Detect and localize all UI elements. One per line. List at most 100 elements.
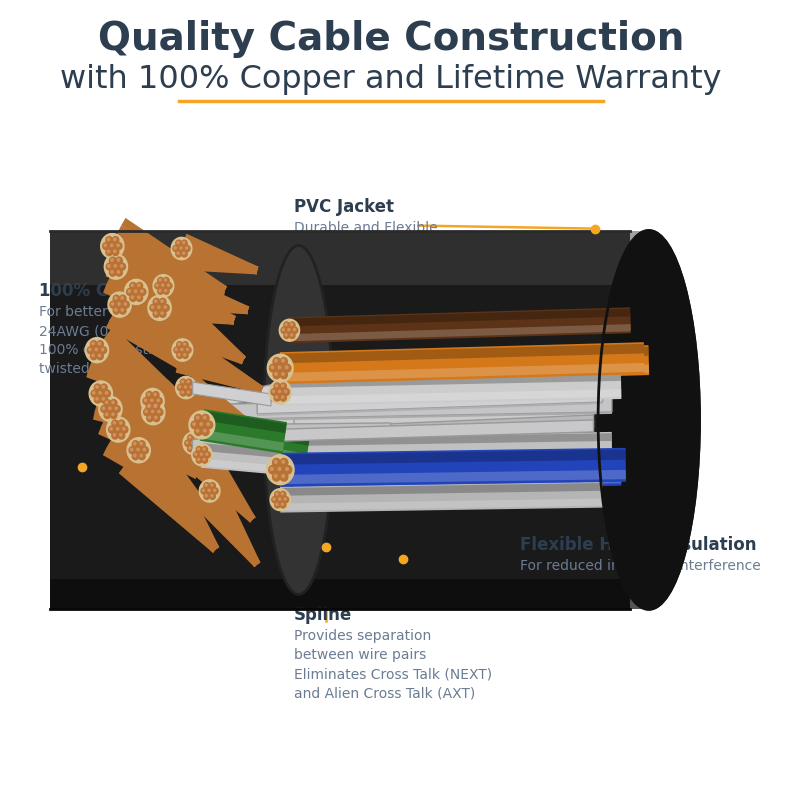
Circle shape (102, 348, 104, 350)
Polygon shape (126, 414, 210, 513)
Circle shape (271, 366, 274, 369)
Circle shape (109, 242, 116, 250)
Polygon shape (294, 449, 612, 461)
Polygon shape (294, 365, 649, 383)
Circle shape (145, 410, 147, 413)
Circle shape (280, 473, 288, 481)
Circle shape (288, 329, 290, 330)
Circle shape (273, 498, 275, 500)
Polygon shape (161, 298, 246, 364)
Circle shape (183, 432, 204, 454)
Circle shape (118, 258, 119, 261)
Circle shape (184, 343, 186, 345)
Polygon shape (146, 414, 228, 493)
Text: Provides separation
between wire pairs
Eliminates Cross Talk (NEXT)
and Alien Cr: Provides separation between wire pairs E… (294, 630, 492, 700)
Polygon shape (114, 234, 226, 294)
Polygon shape (202, 443, 281, 458)
Circle shape (110, 428, 112, 430)
Polygon shape (154, 310, 245, 364)
Circle shape (270, 467, 273, 470)
Circle shape (183, 385, 189, 390)
Circle shape (102, 407, 105, 410)
Circle shape (182, 252, 185, 254)
Polygon shape (135, 287, 235, 325)
Polygon shape (162, 288, 249, 314)
Circle shape (203, 430, 206, 432)
Circle shape (112, 249, 118, 255)
Circle shape (120, 422, 122, 424)
Circle shape (98, 390, 104, 397)
Circle shape (108, 292, 131, 317)
Circle shape (111, 270, 114, 273)
Polygon shape (294, 400, 594, 428)
Circle shape (153, 403, 159, 410)
Circle shape (273, 371, 280, 378)
Circle shape (116, 269, 122, 276)
Circle shape (178, 386, 181, 388)
Polygon shape (280, 448, 626, 486)
Polygon shape (216, 482, 261, 566)
Circle shape (176, 240, 182, 246)
Circle shape (178, 385, 183, 390)
Circle shape (130, 448, 133, 450)
Polygon shape (198, 496, 260, 567)
Circle shape (171, 238, 192, 260)
Polygon shape (107, 259, 226, 294)
Circle shape (165, 290, 166, 291)
Circle shape (148, 416, 150, 418)
Polygon shape (176, 365, 262, 394)
Polygon shape (128, 245, 210, 338)
Polygon shape (115, 426, 209, 513)
Circle shape (206, 488, 213, 494)
Circle shape (282, 474, 285, 478)
Polygon shape (193, 423, 390, 436)
Polygon shape (186, 445, 255, 522)
Polygon shape (280, 344, 644, 363)
Circle shape (132, 441, 138, 448)
Polygon shape (106, 376, 195, 444)
Circle shape (274, 491, 280, 498)
Circle shape (164, 306, 166, 308)
Circle shape (177, 352, 182, 358)
Polygon shape (94, 403, 194, 444)
Circle shape (106, 249, 113, 255)
Circle shape (161, 312, 163, 314)
Circle shape (151, 306, 154, 308)
Circle shape (158, 306, 160, 308)
Circle shape (123, 428, 125, 430)
Circle shape (148, 295, 171, 320)
Circle shape (174, 247, 176, 249)
FancyBboxPatch shape (50, 230, 649, 286)
Circle shape (111, 258, 114, 261)
Circle shape (121, 309, 123, 311)
Circle shape (273, 473, 280, 481)
Circle shape (182, 381, 183, 382)
Polygon shape (250, 426, 310, 463)
Circle shape (116, 301, 123, 308)
Polygon shape (195, 437, 255, 522)
Circle shape (276, 466, 284, 474)
Ellipse shape (598, 230, 699, 610)
Circle shape (118, 432, 125, 439)
Circle shape (130, 294, 136, 302)
Circle shape (186, 348, 189, 350)
Polygon shape (206, 489, 260, 566)
Polygon shape (186, 335, 264, 394)
Circle shape (107, 250, 110, 253)
Circle shape (146, 403, 153, 410)
Circle shape (101, 406, 107, 413)
Polygon shape (183, 341, 263, 394)
Circle shape (153, 274, 174, 297)
Polygon shape (160, 302, 248, 314)
Circle shape (96, 398, 98, 400)
Circle shape (104, 244, 106, 246)
Polygon shape (137, 280, 235, 325)
Circle shape (181, 348, 183, 350)
Circle shape (118, 420, 125, 427)
Circle shape (158, 288, 163, 294)
Circle shape (180, 390, 186, 396)
Circle shape (186, 347, 191, 353)
Circle shape (119, 307, 126, 314)
Circle shape (167, 284, 170, 286)
Polygon shape (294, 454, 622, 490)
